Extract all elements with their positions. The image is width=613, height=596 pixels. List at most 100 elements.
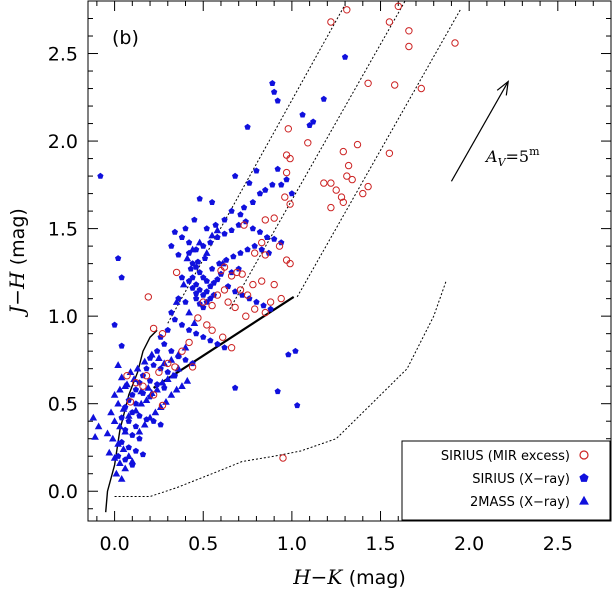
twomass-xray-point — [119, 404, 128, 412]
mir-excess-point — [394, 2, 402, 11]
mir-excess-point — [279, 454, 287, 462]
x-axis-title: H−K (mag) — [292, 565, 406, 589]
sirius-xray-point — [178, 274, 186, 281]
sirius-xray-point — [136, 412, 143, 419]
sirius-xray-point — [118, 414, 125, 421]
mir-excess-point — [243, 291, 252, 299]
sirius-xray-point — [164, 326, 171, 333]
mir-excess-point — [304, 139, 312, 147]
sirius-xray-point — [193, 281, 200, 288]
sirius-xray-point — [132, 386, 139, 393]
sirius-xray-point — [214, 340, 221, 347]
mir-excess-point — [327, 179, 335, 187]
sirius-xray-point — [230, 253, 237, 260]
sirius-xray-point — [203, 277, 210, 284]
reddening-vector-label: AV=5m — [484, 145, 540, 169]
twomass-xray-point — [169, 371, 177, 379]
twomass-xray-point — [116, 422, 124, 430]
sirius-xray-point — [143, 365, 150, 372]
sirius-xray-point — [237, 211, 244, 218]
sirius-xray-point — [187, 265, 194, 272]
mir-excess-point — [337, 193, 346, 201]
tick-labels: 0.0 0.5 1.0 1.5 2.0 2.5 0.0 0.5 1.0 1.5 2.0 2.5 — [48, 44, 573, 555]
sirius-xray-point — [189, 260, 196, 267]
sirius-xray-point — [115, 452, 122, 459]
mir-excess-point — [139, 382, 147, 390]
twomass-xray-point — [185, 308, 193, 316]
giant-locus-line — [114, 280, 447, 497]
twomass-xray-point — [107, 408, 115, 416]
sirius-xray-point — [194, 258, 202, 265]
sirius-xray-point — [125, 417, 132, 424]
sirius-xray-point — [253, 298, 260, 305]
x-tick-label: 2.0 — [454, 533, 484, 555]
mir-excess-point — [364, 182, 372, 191]
sirius-xray-point — [221, 216, 228, 223]
legend-label: SIRIUS (MIR excess) — [441, 449, 570, 464]
twomass-xray-point — [89, 413, 98, 421]
sirius-xray-point — [262, 186, 269, 193]
sirius-xray-point — [168, 347, 175, 354]
mir-excess-point — [364, 79, 372, 88]
y-tick-label: 0.0 — [48, 481, 78, 503]
sirius-xray-point — [154, 347, 161, 354]
reddening-band-line — [229, 0, 407, 310]
mir-excess-point — [251, 305, 259, 313]
mir-excess-point — [282, 256, 291, 264]
y-tick-label: 2.0 — [48, 131, 78, 153]
twomass-xray-point — [132, 406, 140, 414]
sirius-xray-point — [203, 288, 210, 295]
sirius-xray-point — [164, 368, 171, 375]
mir-excess-point — [126, 398, 135, 406]
sirius-xray-point — [253, 167, 260, 174]
reference-curves — [105, 0, 461, 513]
sirius-xray-point — [146, 377, 154, 384]
mir-excess-point — [277, 294, 285, 303]
mir-excess-point — [320, 179, 328, 187]
mir-excess-point — [142, 372, 151, 380]
twomass-xray-point — [167, 390, 176, 398]
twomass-xray-point — [142, 396, 151, 403]
x-tick-label: 0.0 — [99, 533, 129, 555]
mir-excess-point — [282, 151, 291, 159]
mir-excess-point — [353, 140, 362, 149]
mir-excess-point — [236, 286, 245, 294]
mir-excess-point — [417, 84, 425, 93]
y-tick-label: 1.5 — [48, 219, 78, 241]
mir-excess-point — [405, 27, 413, 35]
sirius-xray-point — [200, 333, 207, 340]
twomass-xray-point — [213, 226, 222, 234]
sirius-xray-point — [294, 402, 301, 409]
ctts-locus-line — [153, 295, 295, 389]
twomass-xray-point — [110, 390, 119, 398]
sirius-xray-point — [189, 274, 196, 281]
twomass-xray-point — [140, 357, 149, 365]
plot-border — [87, 0, 612, 522]
twomass-xray-point — [125, 411, 133, 419]
sirius-xray-point — [271, 235, 278, 242]
sirius-xray-point — [274, 165, 281, 172]
twomass-xray-point — [109, 434, 117, 442]
sirius-xray-point — [182, 298, 189, 305]
mir-excess-point — [149, 324, 158, 333]
twomass-xray-point — [167, 355, 176, 363]
mir-excess-point — [149, 391, 158, 399]
sirius-xray-point — [196, 269, 203, 276]
sirius-xray-point — [193, 263, 200, 270]
twomass-xray-point — [158, 378, 167, 386]
twomass-xray-point — [119, 445, 128, 452]
annotations: (b) AV=5m — [112, 27, 540, 182]
sirius-xray-point — [269, 181, 276, 188]
sirius-xray-point — [288, 190, 295, 197]
twomass-xray-point — [208, 231, 216, 239]
twomass-xray-point — [174, 350, 183, 358]
sirius-xray-point — [232, 288, 239, 295]
sirius-xray-point — [168, 309, 175, 316]
twomass-xray-point — [117, 474, 126, 482]
sirius-xray-point — [129, 391, 136, 398]
mir-excess-point — [185, 338, 193, 347]
twomass-xray-point — [130, 375, 138, 382]
twomass-xray-point — [140, 420, 149, 428]
mir-excess-point — [286, 200, 294, 208]
sirius-xray-point — [258, 246, 265, 253]
